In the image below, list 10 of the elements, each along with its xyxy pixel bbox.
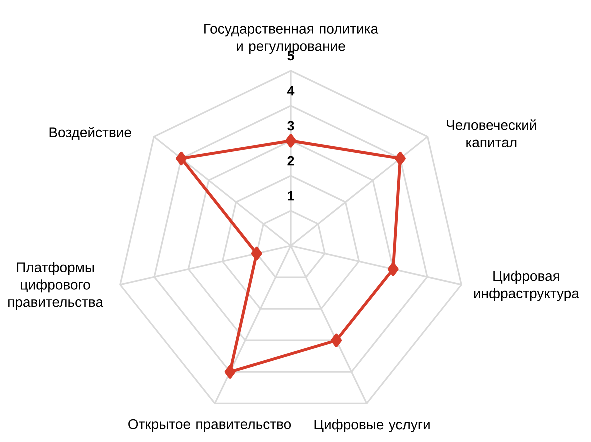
y-tick-label: 1 bbox=[288, 191, 294, 201]
spoke-label: Воздействие bbox=[50, 127, 132, 140]
spoke-label: Человеческий капитал bbox=[447, 120, 536, 148]
y-tick-label: 3 bbox=[288, 121, 294, 131]
spoke-label: Цифровые услуги bbox=[314, 419, 430, 432]
y-tick-label: 4 bbox=[288, 86, 295, 96]
spoke-label: Платформы цифрового правительства bbox=[8, 262, 104, 310]
y-tick-label: 2 bbox=[288, 156, 294, 166]
spoke-label: Цифровая инфраструктура bbox=[474, 270, 580, 302]
spoke-label: Открытое правительство bbox=[128, 419, 292, 432]
